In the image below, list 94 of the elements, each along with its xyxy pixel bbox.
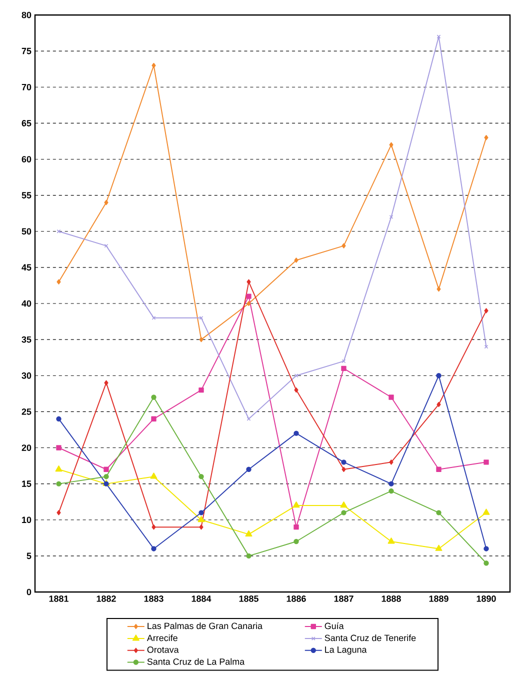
legend-label: Arrecife (146, 634, 178, 642)
point (292, 501, 300, 508)
y-tick-label: 75 (22, 48, 32, 54)
legend-label: La Laguna (325, 646, 367, 655)
point (342, 466, 346, 472)
point (104, 380, 108, 386)
x-tick-label: 1885 (239, 596, 258, 602)
point (484, 135, 488, 140)
point (484, 546, 489, 552)
y-tick-label: 20 (22, 444, 32, 451)
x-tick-label: 1882 (96, 596, 116, 602)
point (55, 465, 62, 472)
point (340, 501, 348, 508)
y-tick-label: 80 (22, 12, 32, 18)
point (198, 510, 204, 516)
y-tick-label: 10 (22, 516, 32, 524)
point (388, 488, 394, 494)
legend-label: Las Palmas de Gran Canaria (148, 622, 263, 630)
point (484, 560, 489, 566)
point (389, 142, 394, 148)
point (389, 460, 394, 465)
point (388, 394, 394, 400)
x-tick-label: 1889 (429, 596, 448, 602)
x-tick-label: 1883 (144, 596, 164, 602)
point (342, 243, 346, 248)
point (342, 359, 346, 364)
y-tick-label: 25 (22, 408, 32, 415)
point (294, 430, 299, 436)
point (388, 538, 395, 544)
point (151, 394, 156, 400)
x-tick-label: 1884 (192, 596, 212, 602)
point (56, 510, 61, 516)
point (246, 553, 252, 559)
point (341, 510, 346, 516)
x-tick-label: 1886 (286, 596, 306, 602)
point (435, 544, 442, 551)
point (150, 472, 158, 479)
point (436, 466, 442, 472)
point (151, 546, 156, 552)
point (199, 336, 204, 342)
legend-label: Santa Cruz de Tenerife (324, 634, 416, 642)
point (56, 445, 62, 450)
y-tick-label: 30 (22, 372, 32, 379)
point (246, 466, 252, 472)
point (436, 286, 441, 292)
legend-label: Guía (324, 622, 344, 630)
point (436, 373, 442, 378)
point (198, 474, 204, 480)
x-tick-label: 1881 (49, 596, 68, 602)
point (245, 530, 252, 536)
point (56, 416, 62, 422)
point (341, 460, 346, 465)
point (294, 538, 299, 544)
point (482, 508, 490, 515)
point (484, 460, 489, 465)
y-tick-label: 0 (26, 588, 32, 596)
point (56, 279, 61, 284)
point (294, 524, 299, 530)
point (388, 481, 394, 486)
y-tick-label: 50 (22, 228, 32, 235)
point (436, 402, 441, 408)
point (151, 416, 156, 422)
y-tick-label: 35 (22, 336, 32, 343)
point (104, 200, 108, 206)
point (436, 510, 442, 516)
y-tick-label: 65 (22, 120, 32, 126)
y-tick-label: 40 (22, 300, 32, 307)
point (104, 474, 109, 480)
point (294, 387, 298, 393)
point (484, 308, 488, 314)
legend-label: Santa Cruz de La Palma (147, 658, 245, 665)
y-tick-label: 60 (22, 156, 32, 162)
y-tick-label: 45 (22, 264, 32, 271)
point (341, 366, 346, 371)
y-tick-label: 70 (22, 84, 32, 90)
point (104, 244, 108, 248)
point (152, 62, 156, 68)
point (104, 466, 109, 472)
point (294, 258, 298, 263)
point (152, 524, 156, 530)
point (246, 279, 251, 284)
legend-label: Orotava (147, 646, 179, 653)
point (246, 300, 251, 306)
point (198, 516, 205, 522)
point (246, 294, 252, 299)
y-tick-label: 5 (26, 552, 32, 560)
y-tick-label: 15 (22, 480, 32, 487)
x-tick-label: 1888 (382, 596, 401, 602)
point (56, 481, 62, 486)
x-tick-label: 1890 (476, 596, 496, 602)
x-tick-label: 1887 (334, 596, 354, 602)
point (198, 387, 204, 393)
y-tick-label: 55 (22, 192, 32, 198)
point (199, 524, 204, 530)
